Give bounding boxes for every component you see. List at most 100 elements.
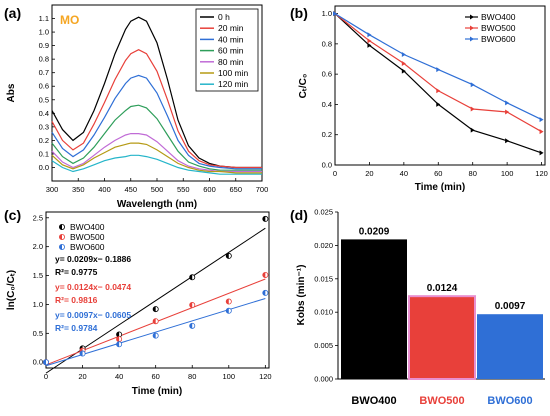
x-tick-label: 450 [124, 185, 137, 194]
data-point-BWO600 [367, 32, 372, 38]
legend-entry: BWO500 [70, 232, 105, 242]
x-tick-label: 60 [434, 169, 442, 178]
bar-BWO500 [408, 295, 476, 380]
data-point-BWO600 [401, 51, 406, 57]
legend-entry: BWO600 [70, 242, 105, 252]
x-tick-label: 400 [98, 185, 111, 194]
y-tick-label: 0.015 [314, 274, 333, 283]
data-point-BWO600 [333, 11, 337, 17]
y-tick-label: 0.2 [322, 130, 332, 139]
x-tick-label: 650 [229, 185, 242, 194]
x-tick-label: 80 [188, 372, 196, 381]
data-point-fill-BWO400 [153, 306, 156, 312]
data-point-BWO500 [436, 88, 441, 94]
x-tick-label: 0 [333, 169, 337, 178]
panel-c-linear-fit-chart: (c) 0 20 40 60 80 100 120 0.0 0.5 1.0 1.5 2.0 2.5 B… [4, 207, 272, 397]
y-tick-label: 1.5 [33, 271, 43, 280]
data-point-fill-BWO500 [153, 318, 156, 324]
data-point-BWO500 [505, 109, 510, 115]
y-tick-label: 0.0 [33, 358, 43, 367]
panel-b-x-axis-label: Time (min) [415, 182, 465, 193]
panel-d-category-labels: BWO400 BWO500 BWO600 [351, 395, 532, 407]
y-tick-label: 0.5 [33, 329, 43, 338]
data-point-BWO400 [436, 101, 441, 107]
x-tick-label: 300 [46, 185, 59, 194]
data-point-BWO600 [539, 117, 544, 123]
data-point-fill-BWO600 [189, 323, 193, 329]
data-point-BWO500 [539, 129, 544, 135]
fit-equation-BWO400: y= 0.0209x− 0.1886 [55, 254, 131, 264]
category-label: BWO600 [487, 395, 532, 407]
data-point-BWO500 [367, 38, 372, 44]
legend-entry: 120 min [218, 79, 249, 89]
x-tick-label: 600 [203, 185, 216, 194]
panel-d-y-ticks: 0.000 0.005 0.010 0.015 0.020 0.025 [314, 208, 338, 384]
legend-marker [470, 25, 474, 31]
y-tick-label: 0.4 [322, 100, 332, 109]
panel-b-plot-frame [334, 5, 546, 166]
panel-a-annotation: MO [60, 13, 79, 27]
category-label: BWO400 [351, 395, 396, 407]
panel-a-series-lines [51, 16, 262, 175]
y-tick-label: 0.5 [39, 95, 49, 104]
y-tick-label: 0.4 [39, 109, 49, 118]
data-point-fill-BWO500 [116, 336, 120, 342]
data-point-BWO400 [401, 68, 406, 74]
legend-entry: 100 min [218, 68, 249, 78]
y-tick-label: 0.025 [314, 208, 333, 217]
panel-c-x-axis-label: Time (min) [132, 386, 182, 397]
legend-entry: BWO400 [70, 222, 105, 232]
x-tick-label: 100 [223, 372, 236, 381]
fit-r2-BWO400: R²= 0.9775 [55, 267, 98, 277]
data-point-fill-BWO600 [153, 333, 156, 339]
x-tick-label: 0 [44, 372, 48, 381]
data-point-fill-BWO500 [189, 302, 193, 308]
legend-marker-fill [59, 234, 62, 240]
panel-a-uv-vis-chart: (a) MO 300 350 400 450 500 550 600 650 700 0.00.… [4, 4, 268, 210]
panel-b-series-lines [333, 11, 544, 156]
data-point-BWO600 [505, 100, 510, 106]
panel-d-rate-constant-chart: (d) 0.000 0.005 0.010 0.015 0.020 0.025 0.020… [290, 207, 545, 407]
panel-b-label: (b) [290, 5, 308, 21]
legend-entry: 60 min [218, 46, 244, 56]
y-tick-label: 0.0 [39, 163, 49, 172]
legend-entry: BWO500 [481, 23, 516, 33]
bar-value-label: 0.0124 [427, 283, 458, 294]
legend-marker-fill [59, 244, 62, 250]
x-tick-label: 500 [151, 185, 164, 194]
panel-b-x-ticks: 0 20 40 60 80 100 120 [333, 162, 548, 178]
x-tick-label: 20 [365, 169, 373, 178]
data-point-BWO500 [401, 61, 406, 67]
bar-value-label: 0.0209 [359, 226, 390, 237]
fit-r2-BWO500: R²= 0.9816 [55, 295, 98, 305]
y-tick-label: 0.7 [39, 68, 49, 77]
legend-marker [470, 36, 474, 42]
bar-value-label: 0.0097 [495, 301, 526, 312]
data-point-BWO400 [539, 150, 544, 156]
data-point-fill-BWO500 [226, 298, 229, 305]
y-tick-label: 2.5 [33, 213, 43, 222]
series-line-100-min [51, 142, 262, 174]
panel-a-label: (a) [4, 5, 21, 21]
data-point-fill-BWO400 [116, 331, 120, 338]
y-tick-label: 0.3 [39, 122, 49, 131]
y-tick-label: 1.0 [33, 300, 43, 309]
legend-entry: BWO400 [481, 12, 516, 22]
x-tick-label: 60 [152, 372, 160, 381]
data-point-fill-BWO500 [262, 272, 266, 278]
series-line-0-h [51, 16, 262, 169]
fit-equation-BWO500: y= 0.0124x− 0.0474 [55, 282, 131, 292]
y-tick-label: 0.1 [39, 149, 49, 158]
fit-r2-BWO600: R²= 0.9784 [55, 323, 98, 333]
legend-entry: 0 h [218, 12, 230, 22]
panel-a-y-axis-label: Abs [6, 83, 17, 102]
x-tick-label: 120 [535, 169, 548, 178]
panel-c-data-points [43, 215, 269, 366]
y-tick-label: 2.0 [33, 242, 43, 251]
y-tick-label: 0.010 [314, 308, 333, 317]
data-point-BWO400 [367, 42, 372, 48]
x-tick-label: 550 [177, 185, 190, 194]
x-tick-label: 80 [469, 169, 477, 178]
